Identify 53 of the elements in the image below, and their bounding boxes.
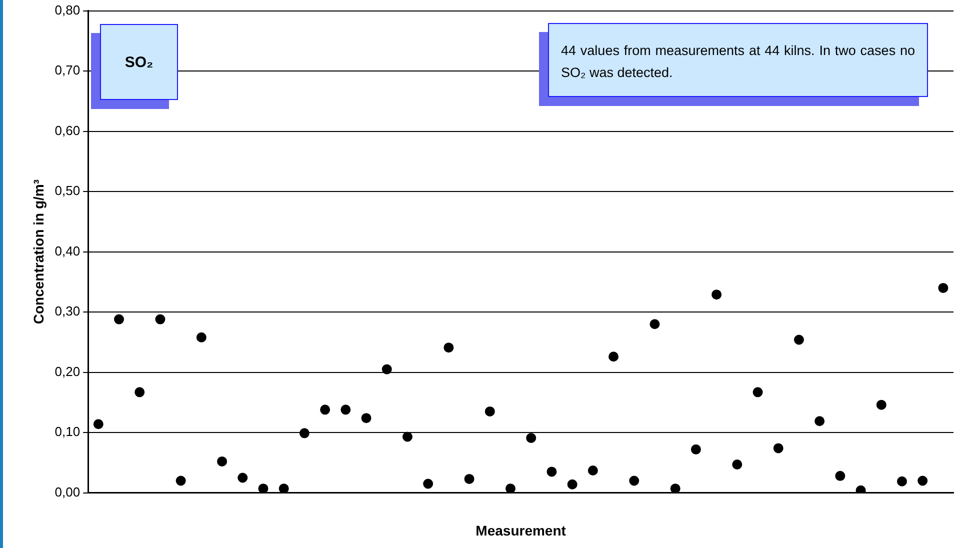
point	[814, 416, 825, 426]
y-tick-label: 0,50	[54, 183, 80, 198]
y-tick-label: 0,60	[54, 122, 80, 138]
point	[896, 476, 907, 486]
point	[856, 485, 866, 493]
point	[196, 332, 206, 342]
point	[712, 290, 722, 300]
point	[382, 364, 392, 374]
point	[588, 466, 598, 476]
point	[876, 400, 886, 410]
point	[670, 484, 680, 493]
point	[794, 334, 804, 345]
point	[217, 456, 228, 466]
point	[340, 404, 351, 415]
point	[114, 314, 124, 324]
point	[732, 459, 742, 470]
point	[608, 352, 619, 362]
point	[484, 406, 495, 416]
point	[464, 474, 474, 484]
y-tick-label: 0,80	[54, 2, 80, 18]
point	[506, 484, 516, 493]
point	[918, 476, 928, 486]
point	[320, 404, 330, 415]
point	[835, 470, 846, 481]
point	[444, 342, 454, 353]
y-tick-label: 0,70	[54, 62, 80, 78]
point	[361, 413, 372, 424]
x-axis-title: Measurement	[476, 522, 566, 538]
point	[690, 444, 701, 454]
point	[176, 476, 186, 486]
y-axis-title: Concentration in g/m³	[30, 179, 46, 324]
point	[423, 478, 434, 489]
y-tick-label: 0,30	[54, 304, 80, 319]
point	[258, 484, 268, 493]
point	[238, 472, 248, 483]
y-tick-label: 0,10	[54, 424, 80, 440]
y-tick-label: 0,40	[54, 243, 80, 258]
point	[752, 387, 763, 398]
point	[567, 479, 578, 490]
y-tick-label: 0,20	[54, 364, 80, 379]
point	[546, 466, 557, 477]
point	[278, 484, 289, 493]
point	[155, 314, 166, 324]
point	[134, 387, 145, 398]
point	[402, 432, 412, 442]
point	[773, 443, 784, 454]
point	[93, 419, 104, 430]
point	[299, 428, 310, 438]
point	[938, 282, 948, 293]
point	[526, 432, 536, 443]
y-tick-label: 0,00	[54, 484, 80, 500]
point	[650, 319, 660, 330]
point	[629, 476, 640, 486]
